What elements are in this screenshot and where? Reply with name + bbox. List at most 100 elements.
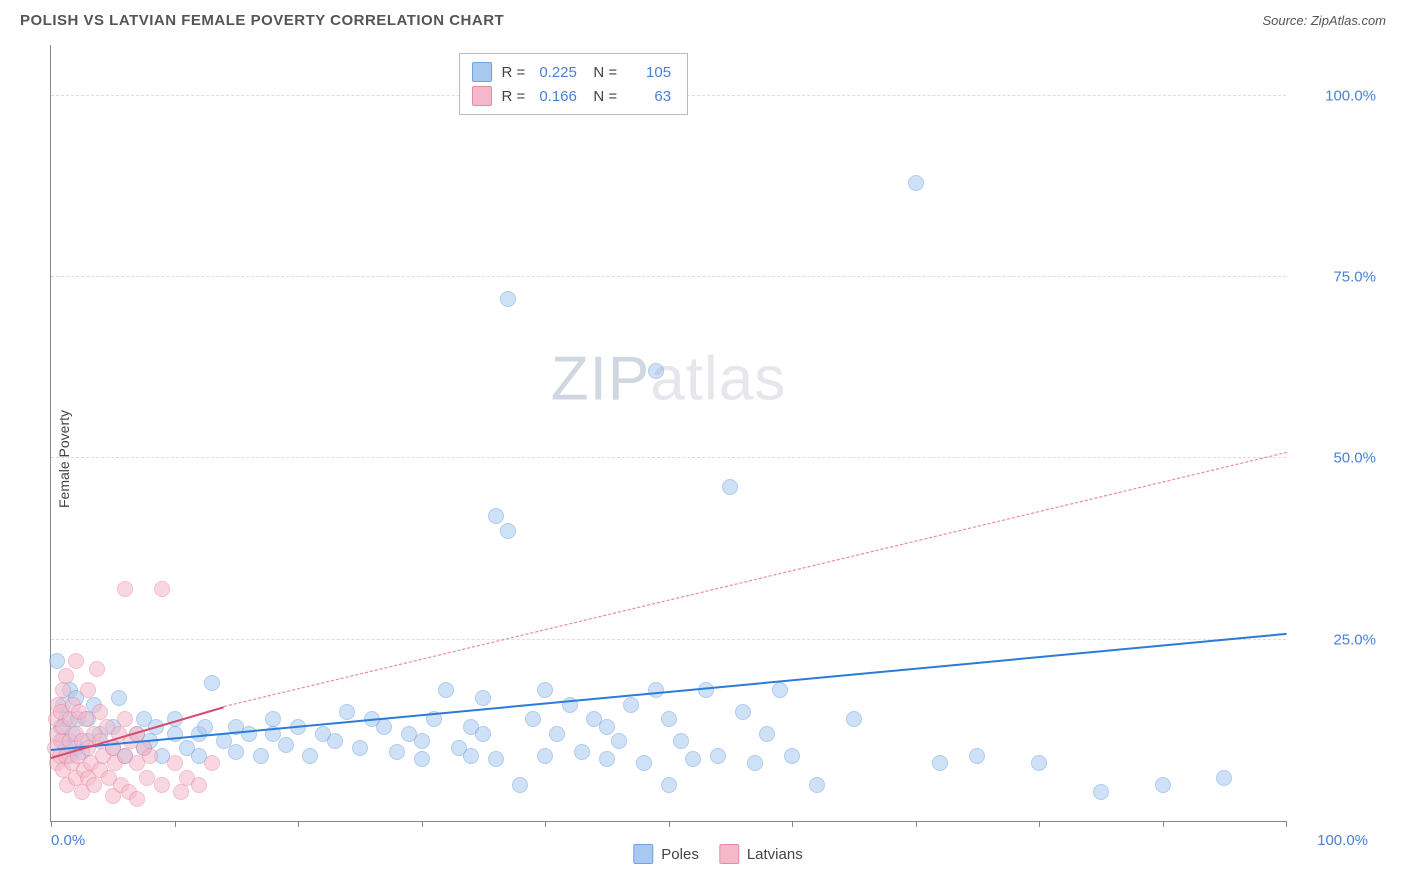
data-point [599,719,615,735]
data-point [117,581,133,597]
x-tick [51,821,52,827]
x-tick [298,821,299,827]
legend-row: R =0.225N =105 [472,60,676,84]
data-point [809,777,825,793]
legend-n-value: 105 [631,64,671,81]
data-point [117,711,133,727]
legend-n-value: 63 [631,88,671,105]
correlation-legend: R =0.225N =105R =0.166N =63 [459,53,689,115]
data-point [414,751,430,767]
data-point [488,508,504,524]
legend-label: Latvians [747,846,803,863]
page-title: POLISH VS LATVIAN FEMALE POVERTY CORRELA… [20,12,504,29]
legend-r-label: R = [502,64,526,81]
data-point [1031,755,1047,771]
data-point [685,751,701,767]
data-point [339,704,355,720]
data-point [537,682,553,698]
data-point [414,733,430,749]
data-point [500,523,516,539]
x-tick [545,821,546,827]
y-tick-label: 75.0% [1296,269,1376,286]
data-point [969,748,985,764]
data-point [204,675,220,691]
data-point [352,740,368,756]
data-point [49,653,65,669]
data-point [772,682,788,698]
watermark: ZIPatlas [551,343,786,414]
data-point [55,682,71,698]
data-point [86,777,102,793]
chart-container: Female Poverty ZIPatlas R =0.225N =105R … [50,45,1386,872]
data-point [241,726,257,742]
data-point [784,748,800,764]
x-tick [422,821,423,827]
data-point [154,777,170,793]
data-point [636,755,652,771]
data-point [722,479,738,495]
data-point [661,777,677,793]
legend-swatch [719,844,739,864]
data-point [139,770,155,786]
data-point [302,748,318,764]
x-tick [1163,821,1164,827]
x-tick [1286,821,1287,827]
legend-item: Poles [633,844,699,864]
series-legend: Poles Latvians [633,844,802,864]
x-tick [1039,821,1040,827]
data-point [698,682,714,698]
data-point [111,690,127,706]
data-point [228,744,244,760]
data-point [574,744,590,760]
data-point [661,711,677,727]
legend-swatch [472,86,492,106]
legend-swatch [472,62,492,82]
data-point [376,719,392,735]
trend-line [224,452,1287,707]
data-point [673,733,689,749]
x-tick [669,821,670,827]
data-point [759,726,775,742]
data-point [735,704,751,720]
data-point [58,668,74,684]
data-point [89,661,105,677]
data-point [68,653,84,669]
data-point [525,711,541,727]
gridline [51,639,1286,640]
data-point [537,748,553,764]
legend-swatch [633,844,653,864]
gridline [51,276,1286,277]
data-point [475,690,491,706]
source-attribution: Source: ZipAtlas.com [1262,13,1386,28]
data-point [710,748,726,764]
data-point [204,755,220,771]
data-point [191,777,207,793]
data-point [438,682,454,698]
data-point [599,751,615,767]
data-point [648,682,664,698]
y-tick-label: 25.0% [1296,631,1376,648]
data-point [908,175,924,191]
data-point [327,733,343,749]
data-point [129,791,145,807]
data-point [253,748,269,764]
legend-n-label: N = [593,88,617,105]
data-point [167,755,183,771]
y-tick-label: 50.0% [1296,450,1376,467]
data-point [747,755,763,771]
data-point [648,363,664,379]
data-point [1093,784,1109,800]
data-point [512,777,528,793]
legend-r-value: 0.225 [539,64,579,81]
y-tick-label: 100.0% [1296,87,1376,104]
data-point [846,711,862,727]
data-point [463,748,479,764]
data-point [1155,777,1171,793]
data-point [197,719,213,735]
data-point [500,291,516,307]
x-tick [175,821,176,827]
x-tick-label: 0.0% [51,832,85,849]
data-point [173,784,189,800]
data-point [278,737,294,753]
data-point [623,697,639,713]
